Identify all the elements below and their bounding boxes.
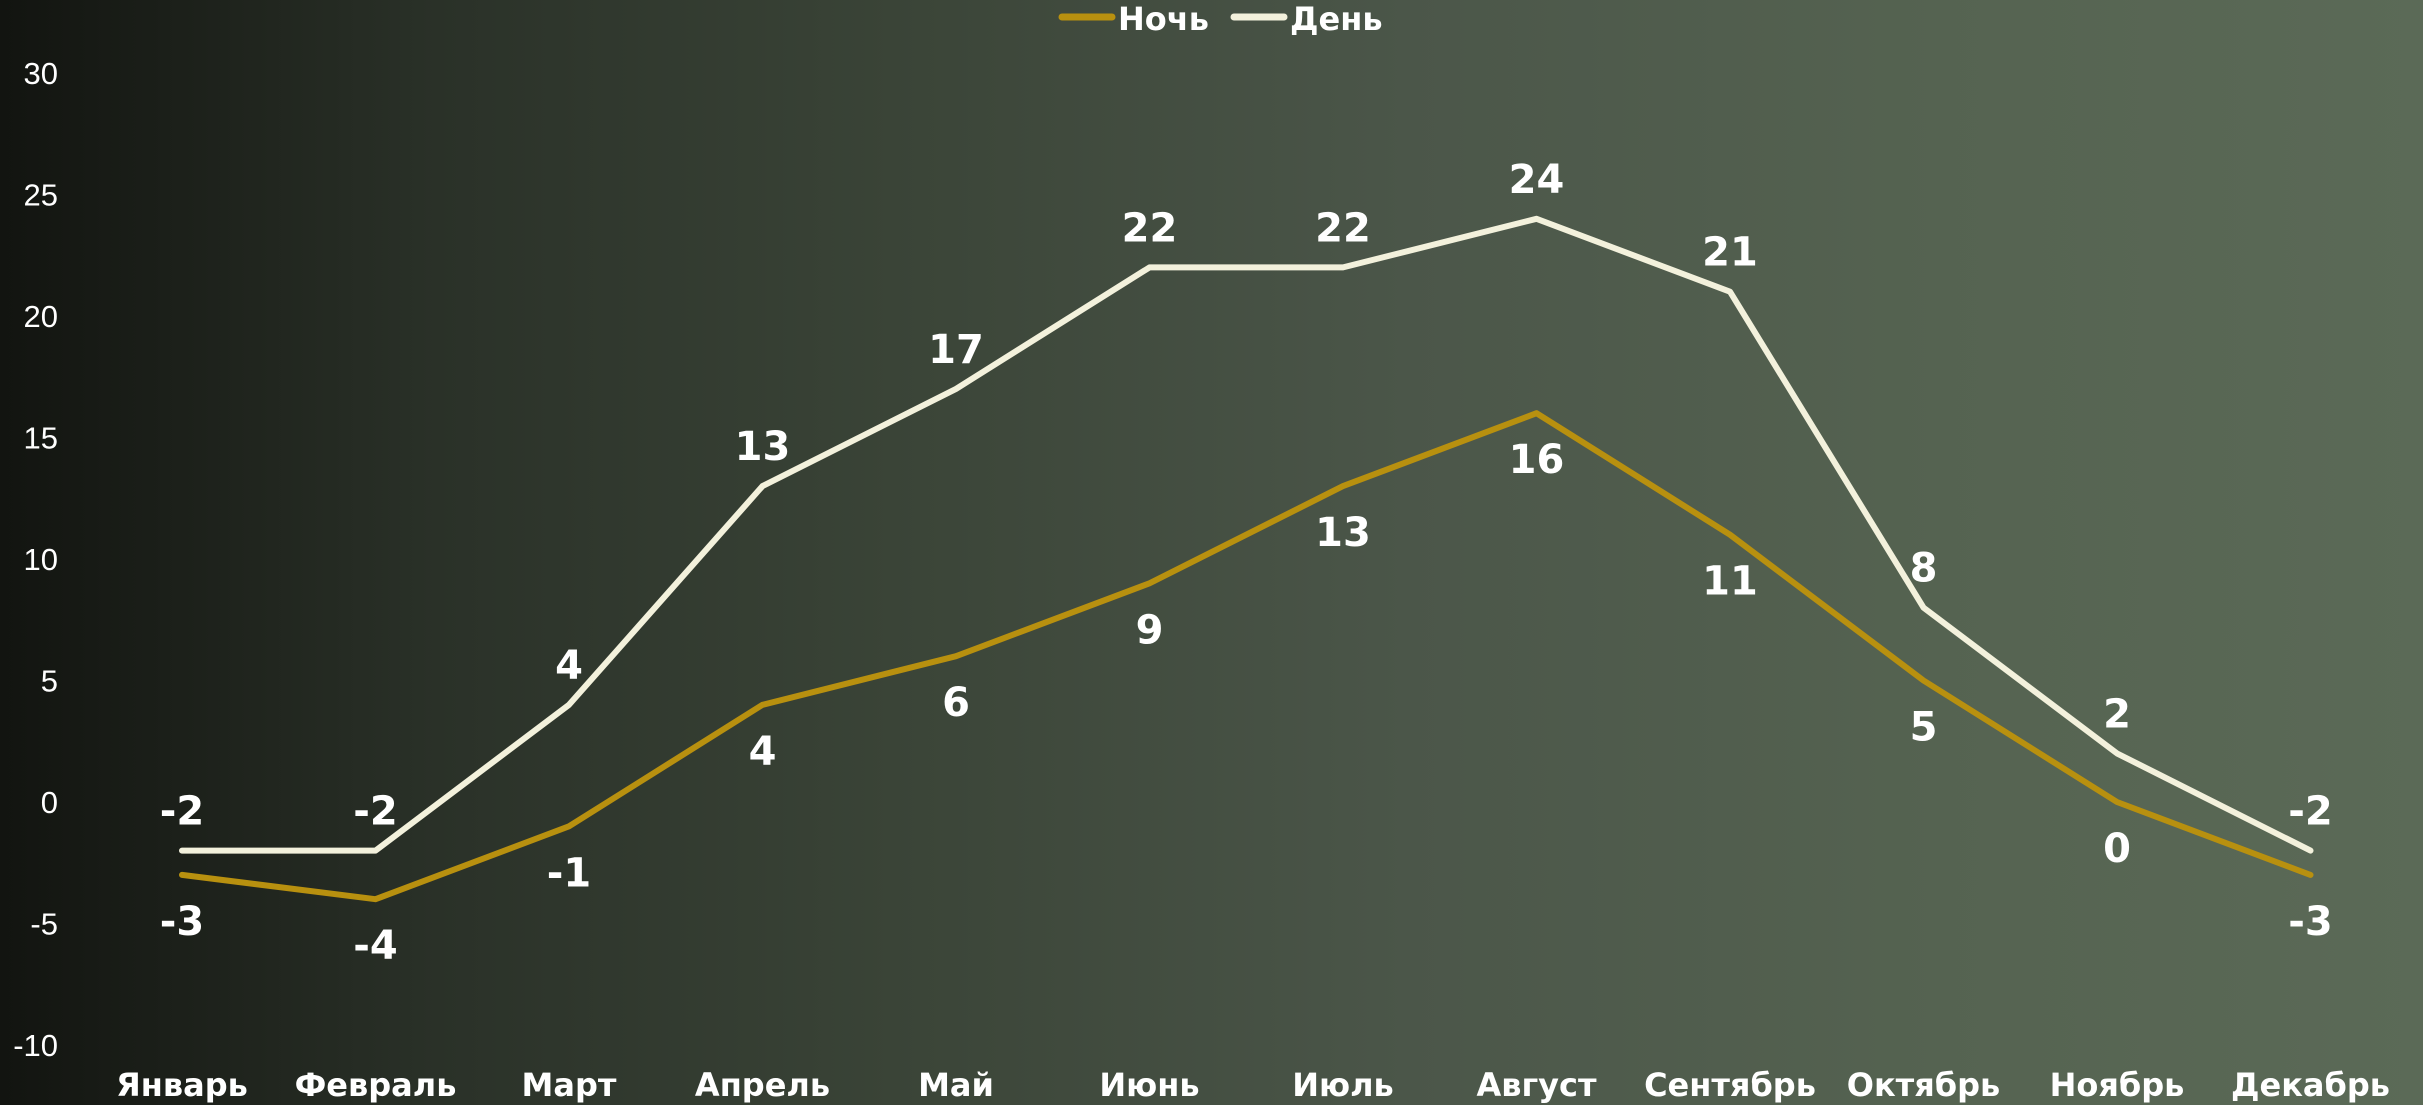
x-tick-label: Июнь [1099, 1066, 1199, 1104]
data-label: 22 [1315, 205, 1371, 251]
data-label: 22 [1122, 205, 1178, 251]
y-tick-label: -5 [30, 907, 58, 942]
legend-label: День [1290, 0, 1383, 38]
data-label: 9 [1136, 607, 1164, 653]
data-label: -4 [353, 923, 397, 969]
y-tick-label: 25 [24, 178, 58, 213]
data-label: 24 [1509, 157, 1565, 203]
x-tick-label: Август [1476, 1066, 1597, 1104]
data-label: -2 [160, 789, 204, 835]
data-label: -2 [2288, 789, 2332, 835]
data-label: 0 [2103, 826, 2131, 872]
x-tick-label: Июль [1292, 1066, 1394, 1104]
data-label: -2 [353, 789, 397, 835]
data-label: 6 [942, 680, 970, 726]
y-tick-label: 20 [24, 299, 58, 334]
data-label: 5 [1910, 705, 1938, 751]
data-label: 13 [735, 424, 791, 470]
data-label: 17 [928, 327, 984, 373]
y-tick-label: 0 [41, 785, 58, 820]
x-tick-label: Апрель [695, 1066, 830, 1104]
series-lines [179, 215, 2314, 903]
y-tick-label: 15 [24, 421, 58, 456]
data-label: -3 [2288, 899, 2332, 945]
data-label: 11 [1702, 559, 1758, 605]
data-labels: -3 -4 -1 4 6 9 13 16 11 5 0 -3 -2 -2 4 13 17 22 22 24 21 8 2 -2 [160, 157, 2333, 969]
series-line-0 [179, 410, 2314, 903]
data-label: -3 [160, 899, 204, 945]
x-tick-label: Январь [116, 1066, 248, 1104]
x-tick-label: Сентябрь [1644, 1066, 1816, 1104]
x-tick-label: Февраль [295, 1066, 457, 1104]
legend-label: Ночь [1118, 0, 1209, 38]
x-tick-label: Декабрь [2231, 1066, 2390, 1104]
data-label: 2 [2103, 691, 2131, 737]
data-label: 16 [1509, 437, 1565, 483]
x-tick-label: Ноябрь [2050, 1066, 2185, 1104]
y-tick-label: 30 [24, 56, 58, 91]
chart-legend: Ночь День [1058, 0, 1383, 38]
data-label: 4 [555, 643, 583, 689]
y-tick-label: 5 [41, 664, 58, 699]
y-tick-label: 10 [24, 542, 58, 577]
data-label: 4 [749, 729, 777, 775]
x-tick-label: Май [918, 1066, 994, 1104]
series-line-1 [179, 215, 2314, 854]
x-axis: Январь Февраль Март Апрель Май Июнь Июль Август… [116, 1066, 2390, 1104]
x-tick-label: Март [522, 1066, 617, 1104]
x-tick-label: Октябрь [1847, 1066, 2001, 1104]
data-label: 8 [1910, 546, 1938, 592]
y-axis: -10 -5 0 5 10 15 20 25 30 [13, 56, 58, 1063]
y-tick-label: -10 [13, 1028, 58, 1063]
data-label: 13 [1315, 510, 1371, 556]
data-label: 21 [1702, 230, 1758, 276]
data-label: -1 [547, 850, 591, 896]
